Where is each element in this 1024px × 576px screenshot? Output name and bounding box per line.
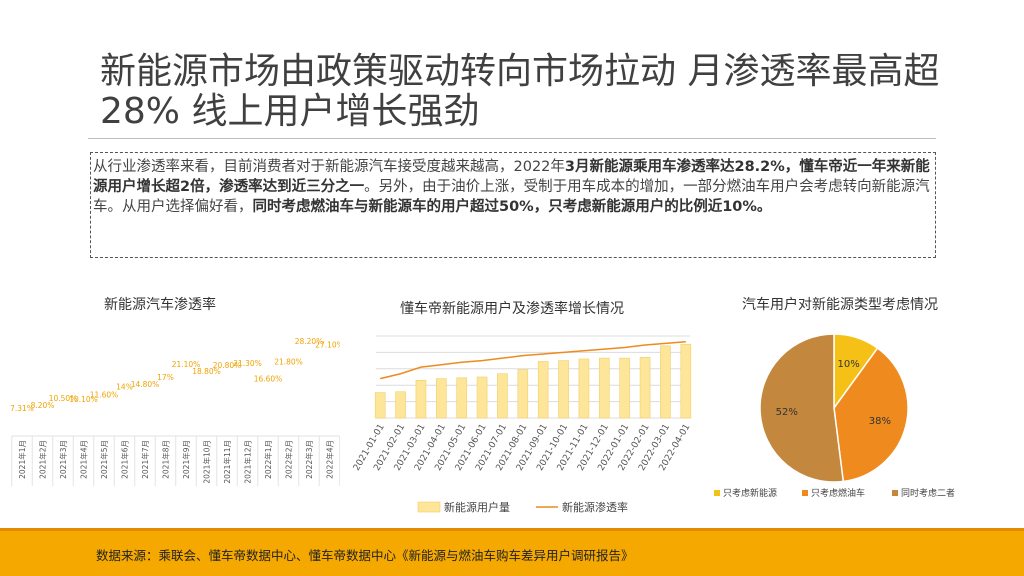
users-bar <box>537 361 549 419</box>
page-title: 新能源市场由政策驱动转向市场拉动 月渗透率最高超28% 线上用户增长强劲 <box>100 51 940 132</box>
penetration-tick-label: 2021年9月 <box>181 440 191 479</box>
summary-bold-1: 3月新能源乘用车渗透率达28.2%，懂车帝近一年来新能源用户增长超2倍，渗透率达… <box>93 159 930 195</box>
footer-accent-line <box>0 528 1024 531</box>
penetration-data-label: 16.60% <box>254 374 283 383</box>
penetration-tick-label: 2021年8月 <box>161 440 171 479</box>
penetration-tick-label: 2021年10月 <box>202 440 212 484</box>
footer-bar <box>0 528 1024 576</box>
penetration-data-label: 20.80% <box>213 361 242 370</box>
penetration-data-label: 17% <box>157 373 174 382</box>
penetration-tick-label: 2021年2月 <box>38 440 48 479</box>
penetration-data-label: 28.20% <box>295 337 324 346</box>
users-bar <box>476 376 488 419</box>
summary-text-1: 从行业渗透率来看，目前消费者对于新能源汽车接受度越来越高，2022年 <box>93 159 565 175</box>
users-bar <box>436 378 447 419</box>
penetration-tick-label: 2021年1月 <box>17 440 27 479</box>
penetration-data-label: 21.30% <box>233 359 262 368</box>
penetration-chart: 7.31%8.20%10.50%10.10%11.60%14%14.80%17%… <box>10 337 340 486</box>
penetration-data-label: 21.80% <box>274 358 303 367</box>
users-bar <box>599 357 610 419</box>
penetration-tick-label: 2022年2月 <box>284 440 294 479</box>
pie-slice <box>833 347 909 483</box>
data-source: 数据来源：乘联会、懂车帝数据中心、懂车帝数据中心《新能源与燃油车购车差异用户调研… <box>96 548 634 563</box>
pie-legend-swatch <box>714 490 720 496</box>
consideration-pie-chart: 10% 38% 52% 只考虑新能源 只考虑燃油车 同时考虑二者 <box>714 333 955 499</box>
penetration-data-label: 10.50% <box>49 394 78 403</box>
users-bar <box>395 391 406 419</box>
users-bar <box>497 373 508 419</box>
pie-slice <box>759 333 845 483</box>
users-bar <box>517 369 529 419</box>
pie-data-label: 52% <box>776 407 798 418</box>
legend-label-users: 新能源用户量 <box>444 500 510 514</box>
users-bar <box>578 358 590 419</box>
penetration-tick-label: 2021年12月 <box>243 440 253 484</box>
title-divider <box>88 138 936 139</box>
users-bar <box>660 345 671 419</box>
users-chart: 2021-01-012021-02-012021-03-012021-04-01… <box>352 335 692 514</box>
penetration-tick-label: 2021年6月 <box>120 440 130 479</box>
pie-data-label: 10% <box>838 359 860 370</box>
users-bar <box>415 379 427 419</box>
pie-legend-swatch <box>892 490 898 496</box>
pie-legend-label: 只考虑燃油车 <box>811 487 865 499</box>
penetration-tick-label: 2021年3月 <box>58 440 68 479</box>
pie-legend-swatch <box>802 490 808 496</box>
summary-box: 从行业渗透率来看，目前消费者对于新能源汽车接受度越来越高，2022年3月新能源乘… <box>90 152 936 258</box>
consideration-chart-title: 汽车用户对新能源类型考虑情况 <box>742 297 938 313</box>
penetration-data-label: 10.10% <box>69 395 98 404</box>
pie-legend-label: 同时考虑二者 <box>901 487 955 499</box>
users-bar <box>680 343 692 419</box>
penetration-data-label: 7.31% <box>10 404 34 413</box>
pie-legend-label: 只考虑新能源 <box>723 487 777 499</box>
legend-swatch-users <box>417 501 441 513</box>
penetration-tick-label: 2021年5月 <box>99 440 109 479</box>
users-bar <box>639 357 651 419</box>
penetration-data-label: 14.80% <box>131 380 160 389</box>
penetration-tick-label: 2021年11月 <box>222 440 232 484</box>
penetration-data-label: 18.80% <box>192 367 221 376</box>
penetration-data-label: 8.20% <box>31 401 55 410</box>
penetration-data-label: 27.10% <box>315 341 340 350</box>
pie-data-label: 38% <box>869 416 891 427</box>
summary-text-2: 。另外，由于油价上涨，受制于用车成本的增加，一部分燃油车用户会考虑转向新能源汽车… <box>93 179 930 215</box>
legend-label-penetration: 新能源渗透率 <box>562 500 628 514</box>
penetration-line <box>380 340 686 380</box>
penetration-tick-label: 2022年1月 <box>263 440 273 479</box>
penetration-tick-label: 2021年7月 <box>140 440 150 479</box>
penetration-tick-label: 2021年4月 <box>79 440 89 479</box>
penetration-data-label: 21.10% <box>172 360 201 369</box>
users-bar <box>374 392 386 419</box>
penetration-chart-title: 新能源汽车渗透率 <box>104 297 216 313</box>
users-bar <box>619 357 630 419</box>
users-chart-title: 懂车帝新能源用户及渗透率增长情况 <box>400 301 624 317</box>
summary-bold-2: 同时考虑燃油车与新能源车的用户超过50%，只考虑新能源用户的比例近10%。 <box>252 199 772 215</box>
penetration-data-label: 11.60% <box>90 390 119 399</box>
penetration-tick-label: 2022年3月 <box>304 440 314 479</box>
users-bar <box>456 377 467 419</box>
users-bar <box>558 360 569 419</box>
penetration-tick-label: 2022年4月 <box>325 440 335 479</box>
penetration-data-label: 14% <box>116 383 133 392</box>
